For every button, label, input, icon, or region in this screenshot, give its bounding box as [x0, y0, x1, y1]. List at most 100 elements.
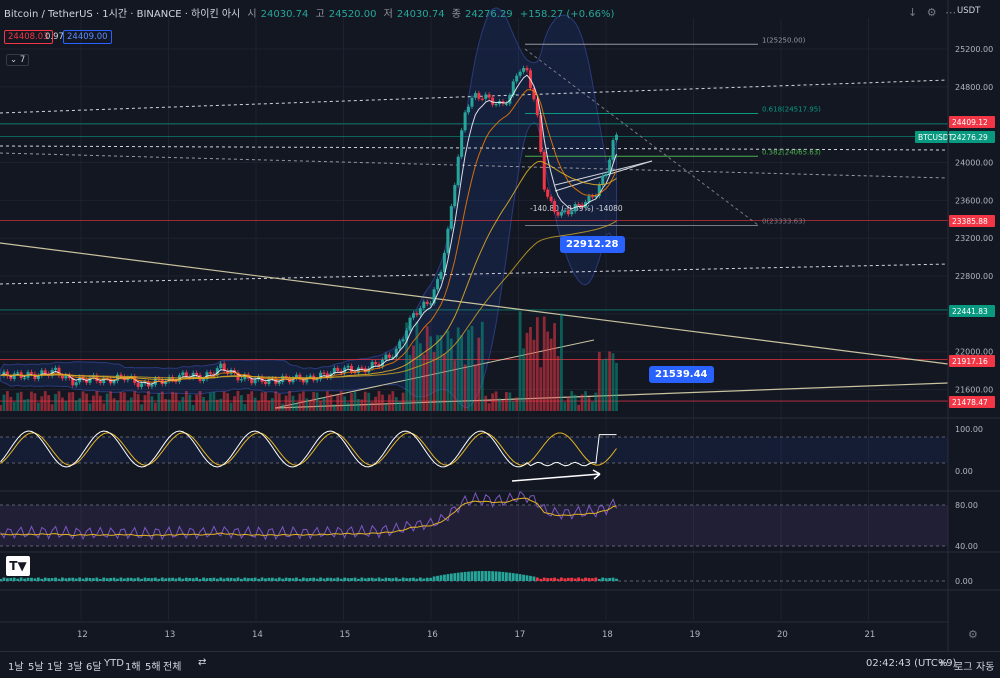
- volume-bar: [129, 397, 133, 411]
- low-label: 저: [383, 9, 393, 20]
- candle-body: [387, 354, 391, 358]
- ascending-trendline: [274, 382, 949, 409]
- fib-diagonal: [524, 48, 759, 226]
- rsi-axis-label: 40.00: [955, 542, 978, 551]
- macd-histogram-bar: [511, 573, 515, 581]
- volume-bar: [518, 311, 522, 411]
- macd-histogram-bar: [178, 577, 181, 581]
- timeframe-button[interactable]: 5해: [145, 662, 161, 673]
- macd-histogram-bar: [88, 577, 92, 581]
- time-tick-label: 13: [165, 630, 176, 640]
- candle-body: [425, 301, 429, 304]
- candle-body: [590, 196, 594, 198]
- stoch-axis-label: 100.00: [955, 425, 983, 434]
- candle-body: [5, 371, 9, 377]
- volume-bar: [98, 395, 102, 411]
- volume-bar: [105, 393, 109, 411]
- macd-histogram-bar: [487, 571, 491, 581]
- macd-histogram-bar: [288, 577, 291, 581]
- buy-price-button[interactable]: 24409.00: [63, 30, 112, 44]
- volume-bar: [215, 399, 219, 411]
- percent-toggle[interactable]: %: [938, 658, 948, 669]
- macd-histogram-bar: [301, 577, 305, 581]
- volume-bar: [573, 394, 577, 411]
- price-callout-2: 21539.44: [649, 366, 714, 383]
- volume-bar: [212, 391, 216, 411]
- stoch-arrow: [511, 473, 601, 482]
- volume-bar: [339, 391, 343, 411]
- volume-bar: [36, 402, 40, 411]
- macd-histogram-bar: [267, 577, 271, 581]
- volume-bar: [64, 401, 68, 411]
- candle-body: [456, 156, 460, 186]
- timeframe-button[interactable]: 5날: [28, 662, 44, 673]
- macd-histogram-bar: [260, 577, 264, 581]
- volume-bar: [566, 396, 570, 411]
- arrow-down-icon[interactable]: ↓: [908, 6, 918, 19]
- price-label-box: [949, 131, 995, 143]
- candle-body: [597, 184, 601, 196]
- sell-price-button[interactable]: 24408.03: [4, 30, 53, 44]
- macd-histogram-bar: [329, 577, 333, 581]
- dashed-trendline: [0, 263, 949, 285]
- date-range-icon[interactable]: ⇄: [198, 657, 207, 668]
- candle-body: [535, 99, 539, 116]
- macd-histogram-bar: [446, 574, 450, 581]
- candle-body: [215, 368, 219, 376]
- macd-histogram-bar: [71, 577, 75, 581]
- timeframe-button[interactable]: 전체: [163, 662, 182, 673]
- timeframe-button[interactable]: 1달: [47, 662, 63, 673]
- timeframe-button[interactable]: 6달: [86, 662, 102, 673]
- clock[interactable]: 02:42:43 (UTC+9): [866, 658, 957, 669]
- timeframe-button[interactable]: YTD: [104, 658, 124, 669]
- macd-histogram-bar: [494, 571, 498, 581]
- timeframe-button[interactable]: 1해: [125, 662, 141, 673]
- candle-body: [446, 228, 450, 253]
- indicators-toggle[interactable]: ⌄ 7: [6, 54, 30, 66]
- header-icons: ↓ ⚙ ⋯: [908, 6, 956, 19]
- candle-body: [71, 378, 75, 386]
- volume-bar: [109, 391, 113, 411]
- macd-histogram-bar: [95, 577, 99, 581]
- candle-body: [511, 81, 515, 96]
- auto-toggle[interactable]: 자동: [976, 662, 995, 673]
- volume-bar: [570, 391, 574, 411]
- currency-label[interactable]: USDT: [957, 6, 981, 16]
- timeframe-button[interactable]: 1날: [8, 662, 24, 673]
- macd-histogram-bar: [460, 572, 464, 581]
- macd-histogram-bar: [47, 578, 51, 581]
- macd-histogram-bar: [432, 576, 436, 581]
- volume-bar: [549, 338, 553, 411]
- macd-histogram-bar: [504, 572, 508, 581]
- macd-histogram-bar: [604, 578, 608, 581]
- candle-body: [98, 381, 102, 384]
- volume-bar: [301, 391, 305, 411]
- volume-bar: [257, 401, 261, 411]
- candle-body: [484, 94, 488, 99]
- volume-bar: [219, 398, 223, 411]
- candle-body: [181, 372, 185, 376]
- open-value: 24030.74: [260, 9, 309, 20]
- volume-bar: [229, 402, 233, 411]
- candle-body: [546, 189, 550, 197]
- rsi-axis-label: 80.00: [955, 501, 978, 510]
- macd-histogram-bar: [54, 577, 57, 581]
- candle-body: [391, 356, 395, 359]
- chevron-down-icon: ⌄: [10, 55, 18, 65]
- gear-icon[interactable]: ⚙: [926, 6, 937, 19]
- macd-histogram-bar: [147, 578, 150, 581]
- volume-bar: [92, 395, 95, 411]
- macd-histogram-bar: [167, 577, 171, 581]
- macd-histogram-bar: [484, 571, 488, 581]
- candle-body: [332, 367, 336, 374]
- candle-body: [418, 308, 422, 315]
- macd-histogram-bar: [23, 578, 26, 581]
- volume-bar: [343, 396, 347, 411]
- log-toggle[interactable]: 로그: [954, 662, 973, 673]
- macd-histogram-bar: [81, 578, 85, 581]
- symbol-title[interactable]: Bitcoin / TetherUS · 1시간 · BINANCE · 하이킨…: [4, 9, 241, 20]
- close-value: 24276.29: [464, 9, 513, 20]
- more-icon[interactable]: ⋯: [945, 6, 957, 19]
- timeframe-button[interactable]: 3달: [67, 662, 83, 673]
